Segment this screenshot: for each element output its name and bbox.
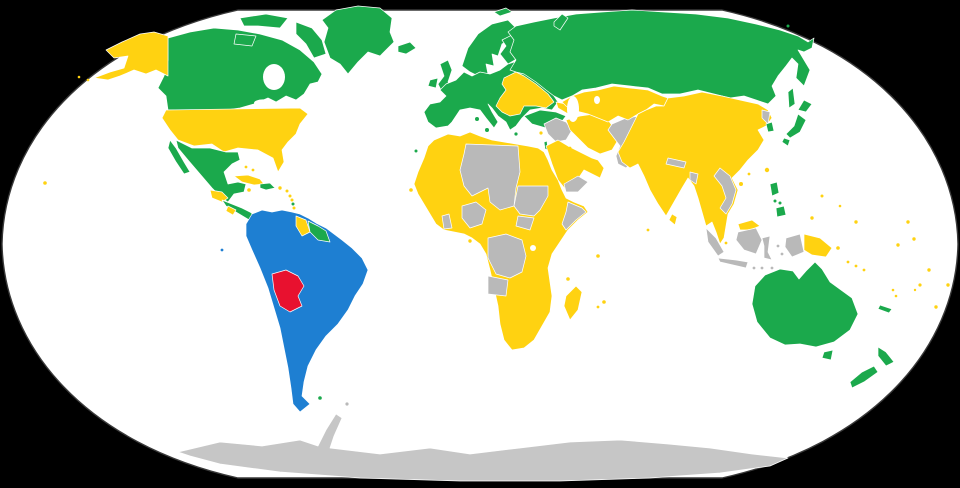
region-papua-new-guinea [803, 233, 833, 258]
region-madagascar [563, 285, 583, 321]
region-australia [751, 261, 859, 348]
africa-group [409, 131, 606, 351]
region-crete [514, 132, 518, 136]
region-hong-kong [747, 172, 751, 176]
russia-group [493, 7, 815, 109]
region-antarctica [177, 413, 789, 482]
region-mexico [175, 139, 247, 203]
region-cape-verde [409, 188, 413, 192]
region-suriname-guiana [307, 220, 331, 243]
region-baja-california [167, 139, 191, 175]
region-iceland [397, 41, 417, 55]
region-south-korea [765, 121, 775, 133]
region-somalia [561, 201, 587, 231]
region-kazakhstan-central-asia [561, 85, 669, 123]
region-canary-islands [414, 149, 418, 153]
region-bangladesh [689, 171, 699, 185]
region-pacific-islands [810, 216, 950, 309]
region-eastern-europe-block [495, 71, 555, 117]
region-russia [507, 9, 815, 105]
region-hainan [739, 182, 743, 186]
region-ghana [441, 213, 453, 230]
region-galapagos [220, 248, 224, 252]
region-sudan [513, 185, 549, 217]
region-japan [781, 99, 813, 147]
region-angola [487, 275, 509, 297]
region-martinique [291, 202, 295, 206]
region-indian-ocean-islands [566, 254, 606, 309]
region-bahamas [244, 165, 255, 172]
region-sao-tome [468, 239, 472, 243]
antarctica-group [177, 402, 789, 482]
region-solomon-islands [836, 246, 866, 272]
region-libya-niger-chad [459, 143, 521, 211]
region-sardinia [475, 117, 479, 121]
region-wrangel [786, 24, 790, 28]
region-gulf-states [568, 146, 589, 165]
region-costa-rica [225, 205, 237, 216]
region-bolivia [271, 269, 305, 313]
region-tasmania [821, 349, 834, 361]
region-aleutians [77, 75, 90, 82]
region-guyana [295, 215, 311, 237]
aral-sea [594, 96, 600, 104]
region-dr-congo [487, 233, 527, 279]
region-indonesia [705, 227, 784, 270]
region-south-georgia [345, 402, 349, 406]
region-puerto-rico [278, 186, 282, 190]
region-falklands [318, 396, 322, 400]
asia-group [617, 91, 866, 272]
lake-victoria [530, 245, 536, 251]
oceania-group [751, 194, 950, 389]
region-usa [161, 107, 309, 173]
region-sri-lanka [668, 213, 678, 226]
region-hawaii [43, 181, 47, 185]
region-arabia [545, 139, 605, 191]
region-ireland [427, 77, 439, 89]
region-nigeria [461, 201, 487, 229]
region-new-zealand [849, 346, 895, 389]
europe-group [397, 19, 559, 136]
region-baffin-island [295, 21, 327, 59]
region-hispaniola [259, 182, 276, 191]
region-guam-micronesia [820, 194, 842, 208]
region-singapore [724, 241, 728, 245]
region-canada [157, 27, 323, 111]
region-indochina [713, 167, 737, 215]
region-syria-iraq [543, 117, 573, 143]
region-alaska [93, 31, 169, 81]
region-vanuatu [891, 288, 898, 298]
region-guatemala-belize [209, 189, 229, 203]
region-sakhalin [787, 87, 796, 109]
region-novaya-zemlya [553, 13, 569, 31]
region-nepal-bhutan [665, 157, 687, 169]
region-yemen [563, 175, 589, 193]
region-philippines [769, 181, 787, 218]
region-south-america [245, 209, 369, 413]
hudson-bay [263, 64, 285, 90]
region-svalbard [493, 7, 513, 17]
middle-east-group [523, 85, 669, 193]
region-maldives [646, 228, 650, 232]
region-sicily [485, 128, 489, 132]
region-canada-arctic-mid [233, 33, 257, 47]
great-lakes [254, 99, 272, 107]
region-asia-east-south [617, 91, 773, 245]
caspian-sea [567, 96, 579, 122]
region-taiwan [764, 167, 770, 173]
south-america-group [220, 209, 369, 413]
region-greenland [321, 5, 395, 75]
region-canada-arctic-west [239, 13, 289, 29]
region-cyprus [539, 131, 543, 135]
region-new-caledonia [877, 304, 893, 314]
region-south-sudan [515, 215, 535, 231]
region-jamaica [247, 188, 251, 192]
region-fiji [913, 283, 922, 292]
region-west-new-guinea [784, 233, 805, 258]
